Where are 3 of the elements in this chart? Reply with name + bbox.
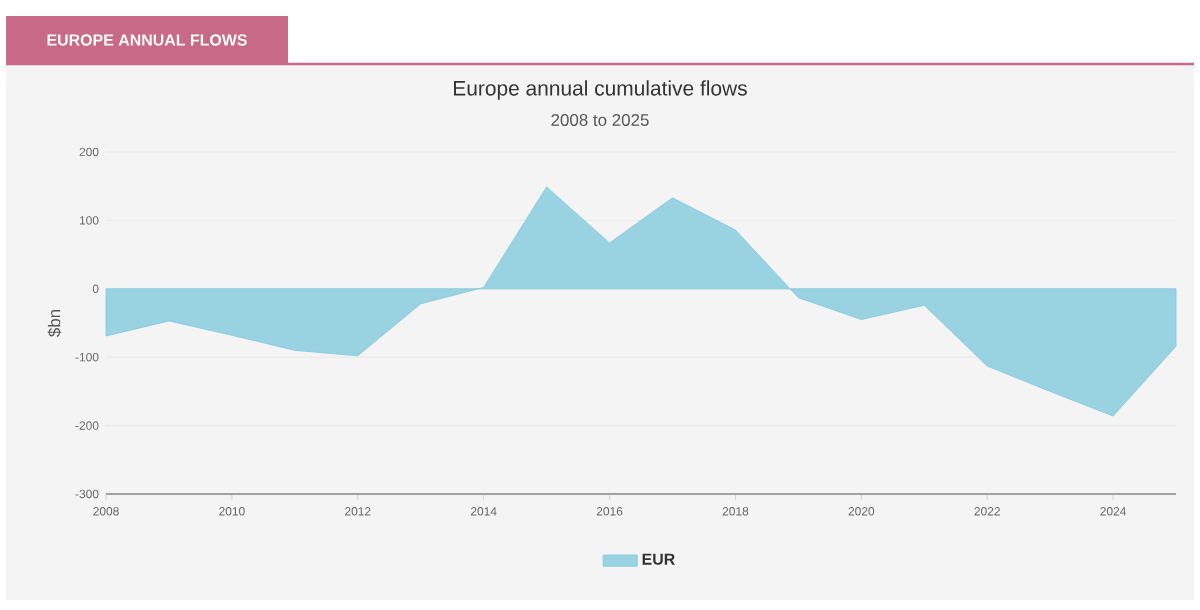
chart-subtitle: 2008 to 2025 xyxy=(551,114,649,126)
y-axis-title: $bn xyxy=(47,309,62,337)
chart-title: Europe annual cumulative flows xyxy=(454,80,747,100)
